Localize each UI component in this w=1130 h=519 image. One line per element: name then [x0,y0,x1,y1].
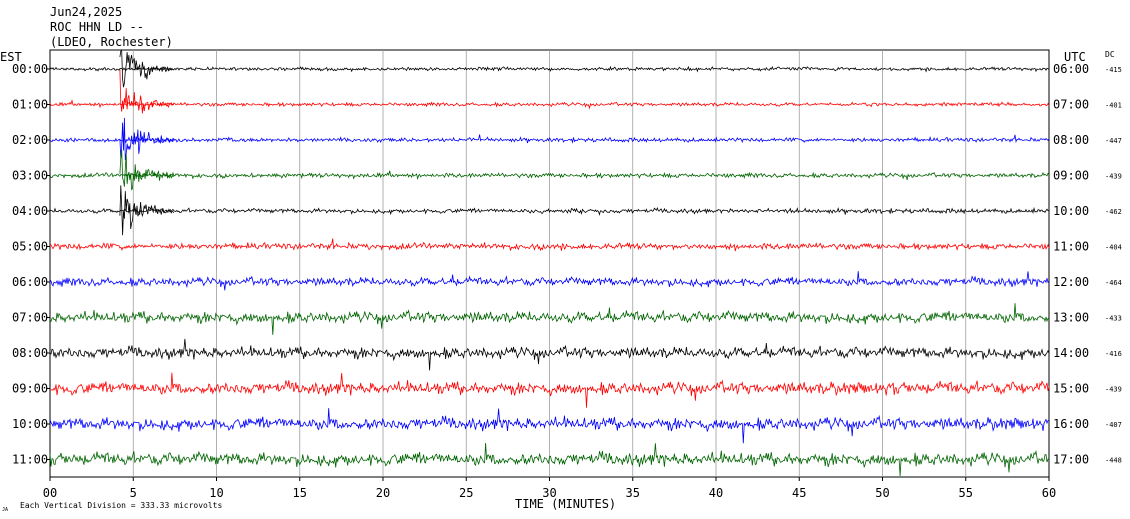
utc-hour-label: 14:00 [1053,346,1089,360]
seismic-trace-1100 [49,442,1050,477]
x-tick-label: 60 [1042,486,1056,500]
utc-hour-label: 11:00 [1053,240,1089,254]
est-hour-label: 06:00 [12,275,48,289]
seismic-trace-1000 [49,408,1049,444]
scale-footer: Each Vertical Division = 333.33 microvol… [20,501,222,510]
seismic-trace-0800 [49,338,1050,371]
est-hour-label: 07:00 [12,311,48,325]
x-tick-label: 5 [130,486,137,500]
dc-offset-label: -439 [1105,173,1122,181]
x-tick-label: 15 [293,486,307,500]
header-network: (LDEO, Rochester) [50,35,173,49]
seismic-trace-0900 [49,372,1050,408]
event-burst-trace [119,149,175,191]
utc-hour-label: 15:00 [1053,382,1089,396]
utc-hour-label: 07:00 [1053,98,1089,112]
utc-hour-label: 17:00 [1053,453,1089,467]
seismic-trace-0300 [49,170,1050,181]
utc-hour-label: 09:00 [1053,169,1089,183]
dc-offset-label: -416 [1105,350,1122,358]
event-burst-trace [119,69,175,114]
seismic-trace-0000 [49,65,1050,73]
right-timezone-label: UTC [1064,50,1086,64]
x-tick-label: 55 [959,486,973,500]
vertical-grid [132,50,967,477]
x-axis-label: TIME (MINUTES) [515,497,616,511]
dc-offset-label: -404 [1105,244,1122,252]
x-tick-label: 45 [792,486,806,500]
est-hour-label: 01:00 [12,98,48,112]
trace-group [49,50,1050,477]
left-timezone-label: EST [0,50,22,64]
seismic-trace-0400 [49,206,1050,216]
row-labels: 00:00 06:00 -415 01:00 07:00 -401 02:00 08:00 -4… [12,62,1122,467]
x-tick-label: 20 [376,486,390,500]
est-hour-label: 02:00 [12,133,48,147]
event-burst-trace [119,50,174,88]
dc-offset-label: -448 [1105,457,1122,465]
seismic-trace-0700 [49,303,1050,335]
utc-hour-label: 16:00 [1053,417,1089,431]
utc-hour-label: 08:00 [1053,133,1089,147]
x-tick-label: 50 [875,486,889,500]
utc-hour-label: 06:00 [1053,62,1089,76]
utc-hour-label: 10:00 [1053,204,1089,218]
est-hour-label: 09:00 [12,382,48,396]
event-burst-trace [119,185,175,236]
est-hour-label: 08:00 [12,346,48,360]
header-date: Jun24,2025 [50,5,122,19]
header-station: ROC HHN LD -- [50,20,144,34]
x-tick-label: 30 [542,486,556,500]
event-burst-trace [119,117,175,161]
utc-hour-label: 13:00 [1053,311,1089,325]
x-tick-label: 40 [709,486,723,500]
dc-offset-label: -401 [1105,102,1122,110]
x-axis-ticks: 00 5 10 15 20 25 30 35 40 45 50 55 60 [43,477,1056,500]
dc-offset-label: -462 [1105,208,1122,216]
dc-offset-label: -433 [1105,315,1122,323]
est-hour-label: 11:00 [12,453,48,467]
seismic-trace-0600 [49,271,1050,291]
est-hour-label: 04:00 [12,204,48,218]
dc-offset-label: -439 [1105,386,1122,394]
dc-offset-label: -464 [1105,279,1122,287]
x-tick-label: 10 [209,486,223,500]
est-hour-label: 03:00 [12,169,48,183]
est-hour-label: 00:00 [12,62,48,76]
corner-mark: JA [2,507,8,513]
x-tick-label: 00 [43,486,57,500]
dc-label: DC [1105,50,1115,59]
x-tick-label: 35 [626,486,640,500]
seismic-trace-0100 [49,99,1050,110]
dc-offset-label: -415 [1105,66,1122,74]
seismic-trace-0500 [49,238,1050,252]
utc-hour-label: 12:00 [1053,275,1089,289]
est-hour-label: 05:00 [12,240,48,254]
x-tick-label: 25 [459,486,473,500]
est-hour-label: 10:00 [12,417,48,431]
dc-offset-label: -407 [1105,421,1122,429]
dc-offset-label: -447 [1105,137,1122,145]
seismic-trace-0200 [49,134,1050,144]
